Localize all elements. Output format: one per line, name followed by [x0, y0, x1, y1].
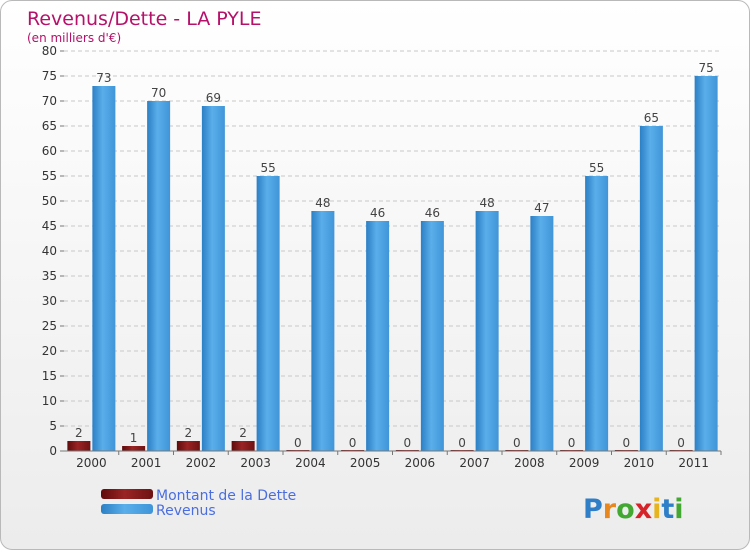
bars	[67, 76, 718, 451]
bar-debt-2001	[122, 446, 146, 451]
value-label-debt-2005: 0	[349, 436, 357, 450]
bar-revenus-2006	[420, 221, 444, 451]
value-label-revenus-2008: 47	[534, 201, 549, 215]
y-tick-label: 5	[49, 419, 57, 433]
x-tick-label: 2006	[405, 456, 436, 470]
bar-revenus-2001	[147, 101, 171, 451]
value-label-revenus-2004: 48	[315, 196, 330, 210]
proxiti-logo: Proxiti	[583, 494, 684, 525]
y-tick-label: 0	[49, 444, 57, 458]
x-tick-label: 2005	[350, 456, 381, 470]
legend-swatch-debt	[101, 489, 153, 499]
bar-revenus-2003	[256, 176, 280, 451]
logo-letter: o	[616, 494, 635, 525]
y-tick-label: 30	[42, 294, 57, 308]
y-tick-label: 45	[42, 219, 57, 233]
logo-letter: i	[674, 494, 683, 525]
value-label-debt-2000: 2	[75, 426, 83, 440]
logo-letter: x	[635, 494, 652, 525]
bar-revenus-2010	[639, 126, 663, 451]
value-label-debt-2007: 0	[458, 436, 466, 450]
x-tick-label: 2004	[295, 456, 326, 470]
bar-revenus-2011	[694, 76, 718, 451]
value-label-debt-2001: 1	[130, 431, 138, 445]
logo-letter: P	[583, 494, 603, 525]
x-tick-label: 2003	[240, 456, 271, 470]
logo-letter: i	[652, 494, 661, 525]
grid-lines	[64, 50, 721, 427]
legend-swatch-revenus	[101, 504, 153, 514]
value-labels: 2 73 1 70 2 69 2 55 0 48 0 46 0 46 0 48 0 47 0 55 0 65 0 75	[75, 61, 714, 450]
bar-revenus-2007	[475, 211, 499, 451]
x-tick-label: 2009	[569, 456, 600, 470]
value-label-revenus-2005: 46	[370, 206, 385, 220]
bar-revenus-2000	[92, 86, 116, 451]
y-tick-label: 80	[42, 44, 57, 58]
y-tick-label: 75	[42, 69, 57, 83]
value-label-revenus-2003: 55	[260, 161, 275, 175]
value-label-debt-2009: 0	[568, 436, 576, 450]
legend: Montant de la Dette Revenus	[101, 488, 296, 519]
value-label-revenus-2000: 73	[96, 71, 111, 85]
x-tick-label: 2007	[459, 456, 490, 470]
bar-debt-2000	[67, 441, 91, 451]
value-label-revenus-2010: 65	[644, 111, 659, 125]
legend-label-revenus: Revenus	[156, 503, 216, 519]
y-axis-ticks: 0 5 10 15 20 25 30 35 40 45 50 55 60 65 70 75 80	[42, 44, 64, 458]
value-label-revenus-2001: 70	[151, 86, 166, 100]
value-label-revenus-2006: 46	[425, 206, 440, 220]
x-tick-label: 2011	[678, 456, 709, 470]
value-label-debt-2003: 2	[239, 426, 247, 440]
y-tick-label: 70	[42, 94, 57, 108]
y-tick-label: 40	[42, 244, 57, 258]
y-tick-label: 60	[42, 144, 57, 158]
logo-letter: r	[603, 494, 617, 525]
y-tick-label: 20	[42, 344, 57, 358]
value-label-debt-2004: 0	[294, 436, 302, 450]
y-tick-label: 10	[42, 394, 57, 408]
value-label-debt-2002: 2	[185, 426, 193, 440]
logo-letter: t	[661, 494, 674, 525]
value-label-revenus-2002: 69	[206, 91, 221, 105]
y-tick-label: 35	[42, 269, 57, 283]
y-tick-label: 55	[42, 169, 57, 183]
bar-debt-2002	[176, 441, 200, 451]
y-tick-label: 50	[42, 194, 57, 208]
x-tick-label: 2000	[76, 456, 107, 470]
chart-subtitle: (en milliers d'€)	[27, 31, 121, 45]
y-tick-label: 15	[42, 369, 57, 383]
legend-label-debt: Montant de la Dette	[156, 488, 296, 504]
bar-revenus-2009	[585, 176, 609, 451]
x-tick-label: 2002	[186, 456, 217, 470]
value-label-revenus-2009: 55	[589, 161, 604, 175]
x-tick-label: 2008	[514, 456, 545, 470]
x-tick-label: 2001	[131, 456, 162, 470]
value-label-debt-2010: 0	[623, 436, 631, 450]
bar-revenus-2008	[530, 216, 554, 451]
bar-debt-2003	[231, 441, 255, 451]
bar-revenus-2005	[366, 221, 390, 451]
x-tick-label: 2010	[624, 456, 655, 470]
bar-revenus-2004	[311, 211, 335, 451]
value-label-revenus-2011: 75	[698, 61, 713, 75]
bar-revenus-2002	[201, 106, 225, 451]
x-axis-ticks: 2000 2001 2002 2003 2004 2005 2006 2007 2008 2009…	[76, 451, 722, 470]
value-label-revenus-2007: 48	[479, 196, 494, 210]
y-tick-label: 25	[42, 319, 57, 333]
value-label-debt-2008: 0	[513, 436, 521, 450]
chart-title: Revenus/Dette - LA PYLE	[27, 8, 262, 30]
y-tick-label: 65	[42, 119, 57, 133]
value-label-debt-2011: 0	[677, 436, 685, 450]
value-label-debt-2006: 0	[404, 436, 412, 450]
